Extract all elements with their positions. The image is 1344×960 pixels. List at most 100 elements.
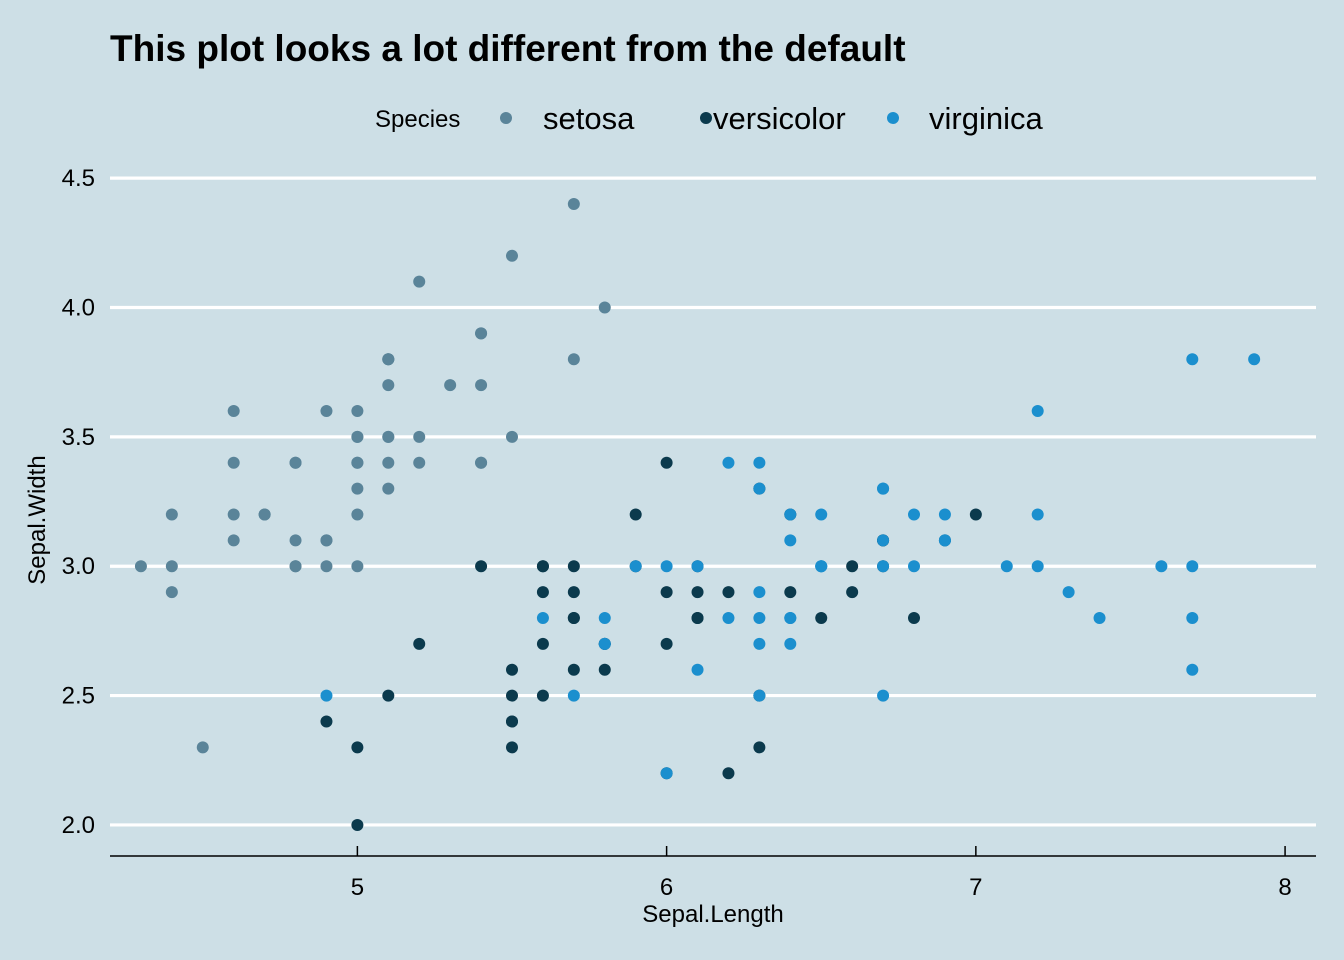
legend-title: Species <box>375 106 460 133</box>
point-versicolor <box>784 586 797 599</box>
point-setosa <box>134 560 147 573</box>
point-setosa <box>382 430 395 443</box>
point-setosa <box>320 534 333 547</box>
point-versicolor <box>567 611 580 624</box>
x-axis-title: Sepal.Length <box>642 901 783 928</box>
point-virginica <box>1186 611 1199 624</box>
point-versicolor <box>351 741 364 754</box>
legend: Species setosa versicolor virginica <box>375 101 1043 136</box>
x-tick-label: 5 <box>351 874 364 901</box>
point-versicolor <box>691 611 704 624</box>
point-versicolor <box>567 560 580 573</box>
point-versicolor <box>753 741 766 754</box>
point-virginica <box>908 508 920 521</box>
data-points <box>134 197 1261 831</box>
point-setosa <box>289 534 302 547</box>
point-virginica <box>753 482 766 495</box>
point-versicolor <box>846 560 859 573</box>
point-versicolor <box>846 586 859 599</box>
point-versicolor <box>382 689 395 702</box>
point-setosa <box>351 482 364 495</box>
point-virginica <box>598 637 611 650</box>
point-versicolor <box>660 586 673 599</box>
point-virginica <box>753 586 766 599</box>
point-virginica <box>753 637 766 650</box>
legend-label-virginica: virginica <box>929 101 1043 136</box>
point-virginica <box>815 560 828 573</box>
point-setosa <box>506 249 518 262</box>
point-versicolor <box>722 767 735 780</box>
point-versicolor <box>506 715 518 728</box>
point-virginica <box>753 611 766 624</box>
point-versicolor <box>660 637 673 650</box>
point-versicolor <box>969 508 982 521</box>
legend-key-versicolor <box>700 112 712 124</box>
y-tick-label: 4.0 <box>62 294 95 321</box>
point-virginica <box>938 534 951 547</box>
point-versicolor <box>660 456 673 469</box>
point-setosa <box>382 353 395 366</box>
point-virginica <box>908 560 920 573</box>
legend-key-virginica <box>887 112 899 124</box>
point-virginica <box>784 637 797 650</box>
point-setosa <box>165 560 178 573</box>
y-tick-label: 2.5 <box>62 683 95 710</box>
point-versicolor <box>536 560 549 573</box>
point-virginica <box>784 508 797 521</box>
point-virginica <box>1186 353 1199 366</box>
point-versicolor <box>475 560 488 573</box>
point-setosa <box>382 456 395 469</box>
point-setosa <box>289 560 302 573</box>
point-setosa <box>413 275 426 288</box>
point-versicolor <box>413 637 426 650</box>
legend-key-setosa <box>500 112 512 124</box>
point-virginica <box>536 611 549 624</box>
point-virginica <box>815 508 828 521</box>
point-setosa <box>320 404 333 417</box>
point-setosa <box>351 430 364 443</box>
point-versicolor <box>908 611 920 624</box>
point-virginica <box>938 508 951 521</box>
point-virginica <box>1000 560 1013 573</box>
point-virginica <box>567 689 580 702</box>
point-virginica <box>753 456 766 469</box>
point-versicolor <box>536 586 549 599</box>
point-virginica <box>629 560 642 573</box>
point-setosa <box>475 379 488 392</box>
point-setosa <box>506 430 518 443</box>
point-versicolor <box>567 663 580 676</box>
point-setosa <box>227 404 240 417</box>
point-versicolor <box>536 637 549 650</box>
point-setosa <box>351 456 364 469</box>
point-setosa <box>227 508 240 521</box>
point-virginica <box>877 560 890 573</box>
point-versicolor <box>351 818 364 831</box>
y-tick-label: 3.5 <box>62 424 95 451</box>
point-versicolor <box>691 586 704 599</box>
x-tick-label: 6 <box>660 874 673 901</box>
axes: 5 6 7 8 <box>110 846 1316 901</box>
legend-label-setosa: setosa <box>543 101 635 136</box>
point-setosa <box>258 508 271 521</box>
x-tick-label: 7 <box>969 874 982 901</box>
point-virginica <box>877 482 890 495</box>
point-virginica <box>1031 404 1044 417</box>
point-setosa <box>567 197 580 210</box>
point-setosa <box>165 508 178 521</box>
point-versicolor <box>536 689 549 702</box>
point-virginica <box>1031 560 1044 573</box>
point-virginica <box>1186 560 1199 573</box>
point-setosa <box>444 379 457 392</box>
y-axis-title: Sepal.Width <box>24 455 51 584</box>
point-setosa <box>165 586 178 599</box>
point-setosa <box>289 456 302 469</box>
point-virginica <box>1031 508 1044 521</box>
point-virginica <box>784 534 797 547</box>
y-tick-label: 4.5 <box>62 165 95 192</box>
point-virginica <box>1155 560 1168 573</box>
point-virginica <box>598 611 611 624</box>
point-setosa <box>196 741 209 754</box>
point-setosa <box>382 379 395 392</box>
point-setosa <box>227 456 240 469</box>
